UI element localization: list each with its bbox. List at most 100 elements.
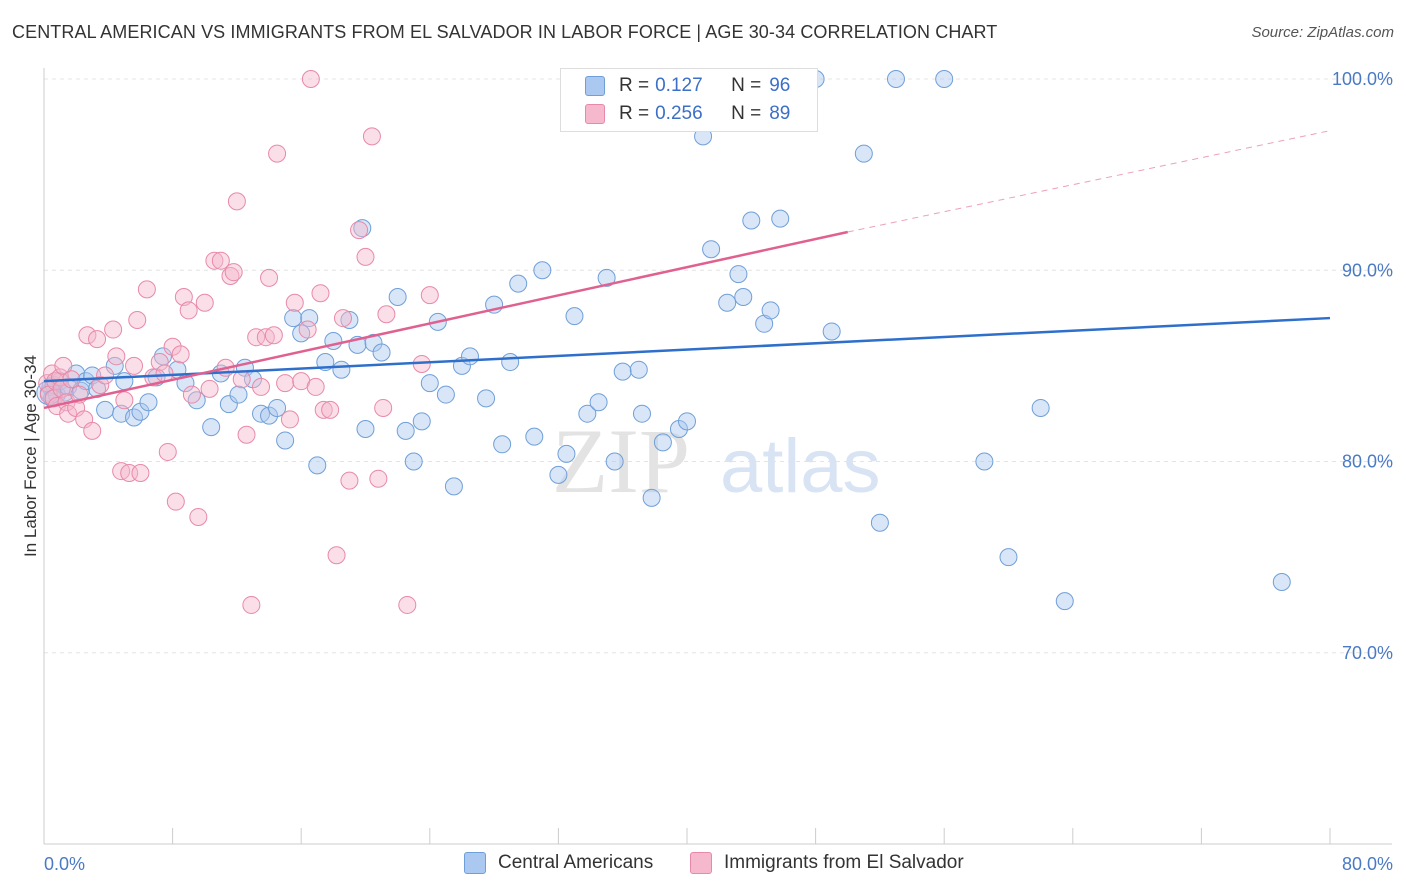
data-point-central xyxy=(300,309,319,328)
data-point-central xyxy=(276,431,295,450)
data-point-central xyxy=(372,343,391,362)
data-point-salvador xyxy=(128,310,147,329)
stats-row-central: R = 0.127 N = 96 xyxy=(585,73,790,99)
y-tick-label: 80.0% xyxy=(1342,452,1393,472)
trend-line-central xyxy=(43,316,1331,383)
data-point-salvador xyxy=(321,400,340,419)
data-point-central xyxy=(589,393,608,412)
data-point-central xyxy=(613,362,632,381)
data-point-central xyxy=(436,385,455,404)
data-point-salvador xyxy=(369,469,388,488)
data-point-central xyxy=(1031,398,1050,417)
data-point-central xyxy=(597,268,616,287)
data-point-central xyxy=(501,353,520,372)
data-point-central xyxy=(822,322,841,341)
data-point-salvador xyxy=(150,353,169,372)
data-point-salvador xyxy=(350,221,369,240)
data-point-salvador xyxy=(298,320,317,339)
data-point-salvador xyxy=(125,356,144,375)
data-point-salvador xyxy=(182,385,201,404)
data-point-central xyxy=(642,488,661,507)
salvador-legend-swatch-icon xyxy=(690,852,712,874)
r-value-central: 0.127 xyxy=(655,75,703,96)
data-point-central xyxy=(404,452,423,471)
data-point-salvador xyxy=(54,356,73,375)
data-point-salvador xyxy=(83,421,102,440)
data-point-central xyxy=(525,427,544,446)
n-label: N = xyxy=(731,103,762,124)
data-point-salvador xyxy=(420,286,439,305)
legend-label-salvador: Immigrants from El Salvador xyxy=(724,852,964,873)
data-point-salvador xyxy=(104,320,123,339)
watermark: ZIP atlas xyxy=(552,410,881,512)
data-point-salvador xyxy=(311,284,330,303)
stats-legend: R = 0.127 N = 96 R = 0.256 N = 89 xyxy=(560,68,818,132)
chart-title: CENTRAL AMERICAN VS IMMIGRANTS FROM EL S… xyxy=(12,22,998,42)
data-point-central xyxy=(202,418,221,437)
data-point-central xyxy=(340,310,359,329)
data-point-salvador xyxy=(285,293,304,312)
data-point-salvador xyxy=(252,377,271,396)
data-point-salvador xyxy=(333,309,352,328)
data-point-salvador xyxy=(242,595,261,614)
legend-item-salvador[interactable]: Immigrants from El Salvador xyxy=(690,852,964,874)
x-tick-label-max: 80.0% xyxy=(1342,854,1393,874)
data-point-central xyxy=(219,395,238,414)
data-point-central xyxy=(460,347,479,366)
data-point-salvador xyxy=(131,463,150,482)
data-point-central xyxy=(605,452,624,471)
grid-lines xyxy=(44,78,1392,654)
data-point-salvador xyxy=(301,70,320,88)
n-label: N = xyxy=(731,75,762,96)
data-point-salvador xyxy=(211,251,230,270)
data-point-central xyxy=(632,404,651,423)
data-point-salvador xyxy=(200,379,219,398)
data-point-central xyxy=(412,412,431,431)
data-point-central xyxy=(975,452,994,471)
series-legend: Central Americans Immigrants from El Sal… xyxy=(0,852,1406,878)
legend-label-central: Central Americans xyxy=(498,852,654,873)
data-point-central xyxy=(444,477,463,496)
data-point-central xyxy=(139,393,158,412)
data-point-central xyxy=(115,372,134,391)
data-point-central xyxy=(565,307,584,326)
r-label: R = xyxy=(619,103,650,124)
data-point-salvador xyxy=(171,345,190,364)
data-point-salvador xyxy=(78,326,97,345)
y-axis-label: In Labor Force | Age 30-34 xyxy=(21,355,40,557)
data-point-central xyxy=(771,209,790,228)
data-point-central xyxy=(105,356,124,375)
data-point-central xyxy=(886,70,905,88)
data-point-central xyxy=(96,400,115,419)
central-swatch-icon xyxy=(585,76,605,96)
data-point-central xyxy=(509,274,528,293)
data-point-salvador xyxy=(306,377,325,396)
y-tick-label: 100.0% xyxy=(1332,69,1393,89)
data-point-central xyxy=(356,419,375,438)
data-point-central xyxy=(854,144,873,163)
series-el-salvador-points xyxy=(38,70,439,614)
n-value-central: 96 xyxy=(769,75,791,96)
data-point-central xyxy=(268,398,287,417)
data-point-salvador xyxy=(362,127,381,146)
data-point-central xyxy=(870,513,889,532)
legend-item-central[interactable]: Central Americans xyxy=(464,852,653,874)
tick-labels: 70.0% 80.0% 90.0% 100.0% 0.0% 80.0% xyxy=(44,69,1393,874)
central-legend-swatch-icon xyxy=(464,852,486,874)
data-point-salvador xyxy=(179,301,198,320)
data-point-salvador xyxy=(398,595,417,614)
data-point-central xyxy=(999,548,1018,567)
y-tick-label: 70.0% xyxy=(1342,643,1393,663)
source-label: Source: ZipAtlas.com xyxy=(1251,24,1394,41)
data-point-central xyxy=(935,70,954,88)
data-point-salvador xyxy=(237,425,256,444)
data-point-central xyxy=(493,435,512,454)
watermark-atlas: atlas xyxy=(720,424,881,509)
data-point-salvador xyxy=(174,288,193,307)
data-point-salvador xyxy=(96,366,115,385)
data-point-central xyxy=(229,385,248,404)
data-point-central xyxy=(396,421,415,440)
data-point-salvador xyxy=(327,546,346,565)
data-point-salvador xyxy=(377,305,396,324)
